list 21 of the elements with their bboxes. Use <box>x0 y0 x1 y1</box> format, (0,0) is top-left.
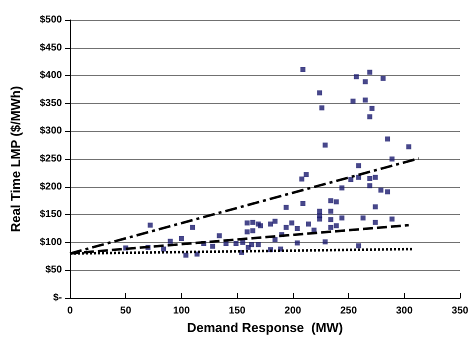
y-tick-label: $350 <box>40 98 62 109</box>
x-tick-label: 50 <box>120 306 132 316</box>
x-tick-label: 150 <box>228 306 246 316</box>
y-tick-label: $- <box>53 292 62 304</box>
y-tick-label: $500 <box>40 14 62 26</box>
y-tick-label: $50 <box>45 264 62 276</box>
y-tick-label: $450 <box>40 42 62 54</box>
x-axis-title: Demand Response (MW) <box>186 320 344 335</box>
x-tick-label: 0 <box>67 306 74 316</box>
y-tick-label: $250 <box>40 154 62 164</box>
y-tick-label: $150 <box>40 209 62 220</box>
x-tick-label: 100 <box>173 306 190 316</box>
y-tick-label: $200 <box>40 181 62 192</box>
y-axis-title: Real Time LMP ($/MWh) <box>8 86 23 232</box>
y-tick-label: $100 <box>40 236 62 248</box>
x-tick-label: 200 <box>284 306 302 316</box>
x-tick-label: 300 <box>396 306 414 316</box>
x-tick-label: 250 <box>340 306 358 316</box>
x-tick-label: 350 <box>452 306 469 316</box>
y-tick-label: $300 <box>40 126 62 137</box>
y-tick-label: $400 <box>40 70 62 82</box>
